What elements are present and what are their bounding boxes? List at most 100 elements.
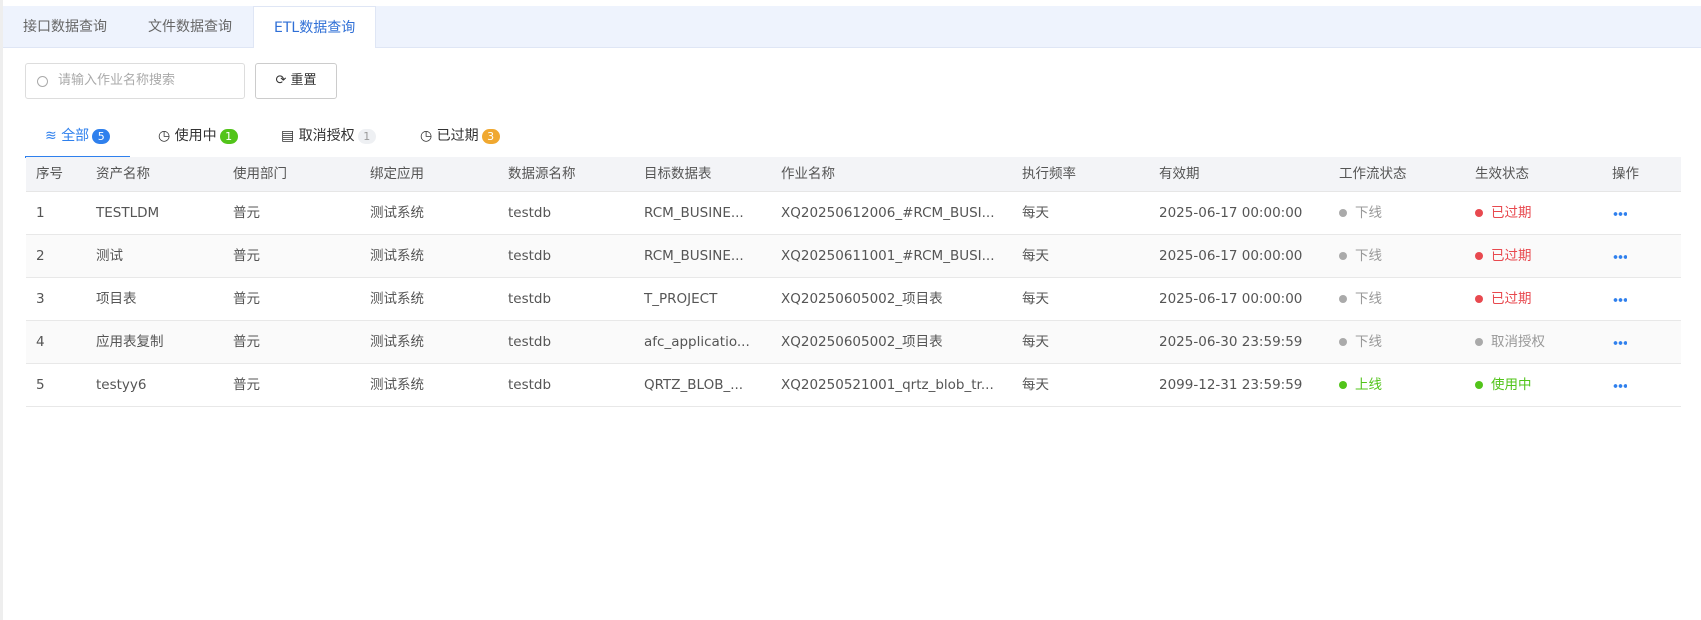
column-header: 执行频率 bbox=[1022, 166, 1076, 182]
column-header: 数据源名称 bbox=[508, 166, 576, 182]
status-cell: 上线 bbox=[1339, 364, 1382, 407]
status-cell: 下线 bbox=[1339, 235, 1382, 278]
status-tab[interactable]: ≋ 全部 5 bbox=[25, 122, 131, 158]
table-cell: 测试系统 bbox=[370, 291, 424, 307]
table-cell: RCM_BUSINE... bbox=[644, 205, 744, 221]
column-header: 绑定应用 bbox=[370, 166, 424, 182]
status-cell: 下线 bbox=[1339, 192, 1382, 235]
more-button[interactable] bbox=[1613, 384, 1627, 388]
table-cell: 应用表复制 bbox=[96, 334, 164, 350]
status-dot bbox=[1339, 338, 1347, 346]
status-cell: 使用中 bbox=[1475, 364, 1532, 407]
status-text: 已过期 bbox=[1491, 205, 1532, 221]
table-cell: 测试系统 bbox=[370, 205, 424, 221]
status-text: 取消授权 bbox=[1491, 334, 1545, 350]
status-text: 上线 bbox=[1355, 377, 1382, 393]
tab-count: 1 bbox=[219, 129, 238, 144]
table-cell: 每天 bbox=[1022, 291, 1049, 307]
tab-label: 全部 bbox=[61, 128, 90, 144]
status-dot bbox=[1475, 295, 1483, 303]
table-cell: 2025-06-17 00:00:00 bbox=[1159, 248, 1303, 264]
table-cell: testdb bbox=[508, 291, 552, 307]
table-cell: 2025-06-17 00:00:00 bbox=[1159, 205, 1303, 221]
tab-count: 5 bbox=[92, 129, 111, 144]
table-cell: 测试系统 bbox=[370, 377, 424, 393]
status-cell: 已过期 bbox=[1475, 192, 1532, 235]
table-cell: 测试 bbox=[96, 248, 123, 264]
table-cell: 2 bbox=[36, 248, 45, 264]
column-header: 使用部门 bbox=[233, 166, 287, 182]
tab-label: 已过期 bbox=[436, 128, 479, 144]
table-cell: 测试系统 bbox=[370, 248, 424, 264]
table-cell: XQ20250611001_#RCM_BUSI... bbox=[781, 248, 995, 264]
status-cell: 取消授权 bbox=[1475, 321, 1545, 364]
table-cell: 每天 bbox=[1022, 205, 1049, 221]
table-cell: TESTLDM bbox=[96, 205, 160, 221]
status-text: 下线 bbox=[1355, 205, 1382, 221]
status-text: 已过期 bbox=[1491, 248, 1532, 264]
status-text: 已过期 bbox=[1491, 291, 1532, 307]
status-dot bbox=[1475, 381, 1483, 389]
tab[interactable]: ETL数据查询 bbox=[253, 6, 377, 48]
table-cell: 每天 bbox=[1022, 334, 1049, 350]
table-cell: QRTZ_BLOB_... bbox=[644, 377, 744, 393]
column-header: 操作 bbox=[1612, 166, 1639, 182]
status-dot bbox=[1475, 252, 1483, 260]
table-cell: afc_applicatio... bbox=[644, 334, 750, 350]
table-cell: 2099-12-31 23:59:59 bbox=[1159, 377, 1303, 393]
table-cell: testdb bbox=[508, 377, 552, 393]
table-cell: testyy6 bbox=[96, 377, 147, 393]
column-header: 作业名称 bbox=[781, 166, 835, 182]
button-label: 重置 bbox=[290, 73, 317, 88]
table-row: 5 testyy6 普元 测试系统 testdb QRTZ_BLOB_... XQ20250… bbox=[26, 364, 1681, 407]
table-cell: XQ20250605002_项目表 bbox=[781, 334, 943, 350]
tab-count: 1 bbox=[357, 129, 376, 144]
table-cell: 5 bbox=[36, 377, 45, 393]
column-header: 生效状态 bbox=[1475, 166, 1529, 182]
more-button[interactable] bbox=[1613, 298, 1627, 302]
tab[interactable]: 接口数据查询 bbox=[23, 19, 107, 35]
reset-button[interactable]: ⟳ 重置 bbox=[255, 63, 337, 99]
status-text: 下线 bbox=[1355, 291, 1382, 307]
status-dot bbox=[1339, 381, 1347, 389]
table-cell: 普元 bbox=[233, 291, 260, 307]
tab-label: 取消授权 bbox=[298, 128, 355, 144]
table-cell: XQ20250521001_qrtz_blob_tr... bbox=[781, 377, 994, 393]
table-row: 4 应用表复制 普元 测试系统 testdb afc_applicatio... XQ202… bbox=[26, 321, 1681, 364]
status-cell: 已过期 bbox=[1475, 278, 1532, 321]
tab-label: 使用中 bbox=[174, 128, 217, 144]
tab-count: 3 bbox=[481, 129, 500, 144]
top-tabs: 接口数据查询 文件数据查询 ETL数据查询 bbox=[3, 6, 1701, 48]
more-button[interactable] bbox=[1613, 255, 1627, 259]
column-header: 目标数据表 bbox=[644, 166, 712, 182]
table-cell: testdb bbox=[508, 248, 552, 264]
status-cell: 下线 bbox=[1339, 321, 1382, 364]
status-dot bbox=[1339, 252, 1347, 260]
column-header: 序号 bbox=[36, 166, 63, 182]
table-cell: 项目表 bbox=[96, 291, 137, 307]
table-cell: 2025-06-30 23:59:59 bbox=[1159, 334, 1303, 350]
table-cell: 3 bbox=[36, 291, 45, 307]
table-cell: RCM_BUSINE... bbox=[644, 248, 744, 264]
tab[interactable]: 文件数据查询 bbox=[148, 19, 232, 35]
more-button[interactable] bbox=[1613, 341, 1627, 345]
table-cell: 1 bbox=[36, 205, 45, 221]
placeholder: 请输入作业名称搜索 bbox=[58, 73, 176, 88]
status-tab[interactable]: ◷ 已过期 3 bbox=[420, 122, 500, 158]
status-dot bbox=[1339, 295, 1347, 303]
table-cell: 普元 bbox=[233, 248, 260, 264]
table-cell: T_PROJECT bbox=[644, 291, 718, 307]
table-cell: 每天 bbox=[1022, 248, 1049, 264]
table-cell: testdb bbox=[508, 205, 552, 221]
column-header: 资产名称 bbox=[96, 166, 150, 182]
table-cell: XQ20250605002_项目表 bbox=[781, 291, 943, 307]
search-input[interactable]: 请输入作业名称搜索 bbox=[25, 63, 245, 99]
status-tab[interactable]: ◷ 使用中 1 bbox=[158, 122, 238, 158]
table-cell: testdb bbox=[508, 334, 552, 350]
status-cell: 下线 bbox=[1339, 278, 1382, 321]
status-tab[interactable]: ▤ 取消授权 1 bbox=[281, 122, 376, 158]
more-button[interactable] bbox=[1613, 212, 1627, 216]
column-header: 工作流状态 bbox=[1339, 166, 1407, 182]
status-dot bbox=[1339, 209, 1347, 217]
table-cell: 每天 bbox=[1022, 377, 1049, 393]
